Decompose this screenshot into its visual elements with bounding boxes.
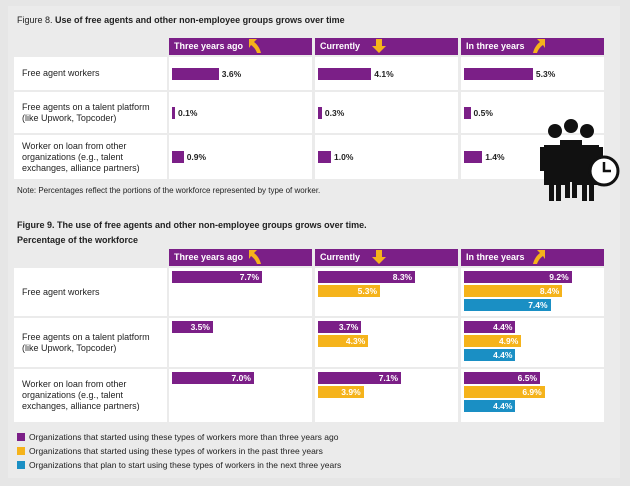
- fig8-header-blank: [14, 38, 167, 55]
- fig8-row-label-2: Worker on loan from other organizations …: [14, 135, 167, 179]
- data-label: 8.4%: [539, 286, 560, 296]
- fig8-row-label-1: Free agents on a talent platform (like U…: [14, 92, 167, 133]
- data-label: 4.4%: [493, 350, 513, 360]
- fig8-cell: [169, 92, 312, 133]
- fig8-cell: [315, 135, 458, 179]
- bar: [172, 151, 184, 163]
- bar: [172, 271, 263, 283]
- fig9-header-2: In three years: [461, 249, 604, 266]
- data-label: 7.1%: [378, 373, 399, 383]
- bar: [318, 321, 362, 333]
- figure-8-note: Note: Percentages reflect the portions o…: [17, 186, 321, 195]
- fig9-header-0: Three years ago: [169, 249, 312, 266]
- data-label: 4.9%: [498, 336, 519, 346]
- data-label: 6.5%: [517, 373, 538, 383]
- bar: [172, 68, 219, 80]
- data-label: 0.3%: [324, 108, 345, 118]
- data-label: 4.4%: [493, 401, 513, 411]
- fig8-header-0: Three years ago: [169, 38, 312, 55]
- data-label: 1.0%: [334, 152, 354, 162]
- bar: [172, 107, 175, 119]
- data-label: 9.2%: [549, 272, 569, 282]
- legend-item-1: Organizations that started using these t…: [17, 446, 323, 456]
- bar: [318, 271, 416, 283]
- bar: [464, 285, 563, 297]
- legend-swatch: [17, 433, 25, 441]
- bar: [464, 107, 471, 119]
- fig8-cell: [461, 92, 604, 133]
- legend-item-0: Organizations that started using these t…: [17, 432, 338, 442]
- figure-9-title-text: The use of free agents and other non-emp…: [57, 220, 367, 230]
- legend-swatch: [17, 447, 25, 455]
- data-label: 0.1%: [178, 108, 198, 118]
- bar: [318, 285, 380, 297]
- bar: [464, 372, 541, 384]
- arrow-down-icon: [372, 39, 386, 53]
- figure-9-title: Figure 9. The use of free agents and oth…: [17, 220, 367, 230]
- bar: [318, 107, 322, 119]
- bar: [464, 400, 516, 412]
- bar: [318, 386, 364, 398]
- fig9-row-label-1: Free agents on a talent platform (like U…: [14, 318, 167, 367]
- data-label: 1.4%: [485, 152, 505, 162]
- data-label: 4.4%: [493, 322, 513, 332]
- bar: [318, 372, 402, 384]
- bar: [464, 68, 533, 80]
- data-label: 3.5%: [190, 322, 210, 332]
- fig8-header-1: Currently: [315, 38, 458, 55]
- fig8-cell: [315, 92, 458, 133]
- data-label: 4.3%: [345, 336, 366, 346]
- data-label: 0.5%: [473, 108, 493, 118]
- figure-9-subtitle: Percentage of the workforce: [17, 235, 139, 245]
- data-label: 5.3%: [535, 69, 556, 79]
- bar: [464, 271, 572, 283]
- bar: [464, 349, 516, 361]
- bar: [172, 372, 254, 384]
- fig9-header-1: Currently: [315, 249, 458, 266]
- arrow-up-icon: [533, 39, 545, 53]
- fig8-cell: [169, 135, 312, 179]
- fig9-row-label-2: Worker on loan from other organizations …: [14, 369, 167, 422]
- legend-label: Organizations that plan to start using t…: [29, 460, 342, 470]
- fig8-row-label-0: Free agent workers: [14, 57, 167, 90]
- bar: [464, 299, 551, 311]
- legend-swatch: [17, 461, 25, 469]
- arrow-up-icon: [533, 250, 545, 264]
- data-label: 8.3%: [392, 272, 413, 282]
- bar: [318, 335, 369, 347]
- bar: [318, 151, 331, 163]
- figure-9-number: Figure 9.: [17, 220, 55, 230]
- data-label: 7.7%: [239, 272, 260, 282]
- legend-item-2: Organizations that plan to start using t…: [17, 460, 341, 470]
- data-label: 0.9%: [186, 152, 207, 162]
- fig8-header-2: In three years: [461, 38, 604, 55]
- data-label: 4.1%: [374, 69, 394, 79]
- data-label: 7.4%: [528, 300, 548, 310]
- bar: [464, 386, 545, 398]
- data-label: 3.6%: [221, 69, 242, 79]
- bar: [318, 68, 372, 80]
- data-label: 3.7%: [338, 322, 359, 332]
- figure-8-title-text: Use of free agents and other non-employe…: [55, 15, 345, 25]
- legend-label: Organizations that started using these t…: [29, 446, 323, 456]
- legend-label: Organizations that started using these t…: [29, 432, 339, 442]
- arrow-up-icon: [249, 250, 261, 264]
- bar: [464, 335, 522, 347]
- fig9-row-label-0: Free agent workers: [14, 268, 167, 316]
- data-label: 3.9%: [341, 387, 361, 397]
- data-label: 6.9%: [522, 387, 542, 397]
- arrow-up-icon: [249, 39, 261, 53]
- bar: [464, 151, 483, 163]
- bar: [172, 321, 213, 333]
- people-clock-icon: [540, 119, 620, 201]
- figure-8-number: Figure 8.: [17, 15, 53, 25]
- fig9-header-blank: [14, 249, 167, 266]
- figure-8-title: Figure 8. Use of free agents and other n…: [17, 15, 345, 25]
- data-label: 5.3%: [357, 286, 377, 296]
- bar: [464, 321, 516, 333]
- data-label: 7.0%: [231, 373, 251, 383]
- arrow-down-icon: [372, 250, 386, 264]
